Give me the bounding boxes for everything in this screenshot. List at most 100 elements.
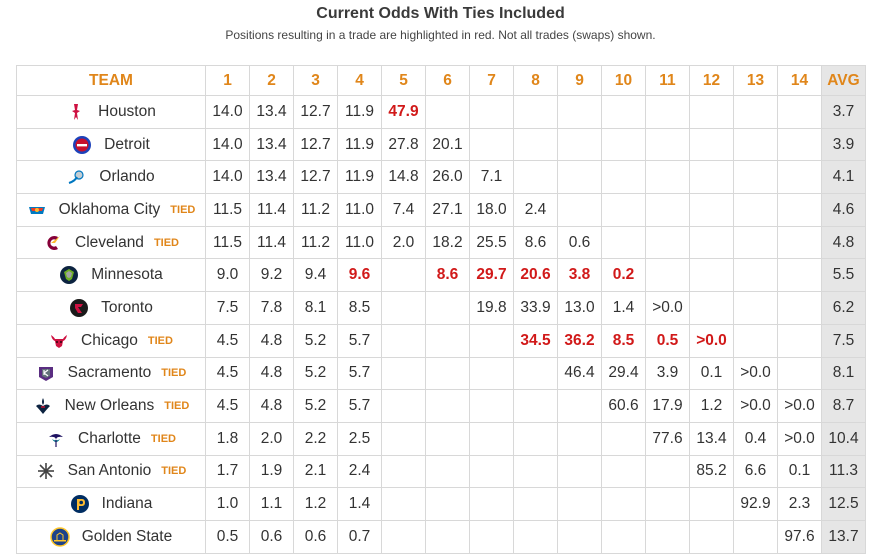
odds-cell-pick-6 xyxy=(425,291,470,325)
odds-cell-pick-13 xyxy=(733,519,778,554)
odds-cell-pick-11 xyxy=(645,519,690,554)
odds-cell-pick-10: 8.5 xyxy=(601,323,646,358)
odds-cell-pick-10: 60.6 xyxy=(601,389,646,423)
odds-cell-pick-5: 2.0 xyxy=(381,225,426,260)
odds-cell-pick-10 xyxy=(601,225,646,260)
odds-cell-pick-9: 13.0 xyxy=(557,291,602,325)
team-cell: Charlotte TIED xyxy=(16,421,206,456)
odds-cell-pick-14 xyxy=(777,291,822,325)
team-cell: Orlando xyxy=(16,160,206,195)
odds-cell-pick-1: 7.5 xyxy=(205,291,250,325)
odds-cell-pick-11 xyxy=(645,454,690,489)
odds-cell-pick-2: 11.4 xyxy=(249,225,294,260)
odds-cell-pick-14 xyxy=(777,323,822,358)
odds-cell-pick-11: 17.9 xyxy=(645,389,690,423)
odds-cell-pick-4: 2.5 xyxy=(337,421,382,456)
table-row: San Antonio TIED 1.7 1.9 2.1 2.4 85.2 6.6 0.1 11.… xyxy=(16,454,866,489)
odds-cell-pick-9 xyxy=(557,389,602,423)
odds-cell-pick-3: 2.1 xyxy=(293,454,338,489)
odds-cell-pick-11: 0.5 xyxy=(645,323,690,358)
odds-cell-pick-7 xyxy=(469,454,514,489)
odds-cell-pick-8: 33.9 xyxy=(513,291,558,325)
odds-cell-pick-2: 11.4 xyxy=(249,193,294,227)
odds-cell-pick-11 xyxy=(645,127,690,162)
odds-cell-pick-1: 14.0 xyxy=(205,160,250,195)
odds-cell-pick-8 xyxy=(513,160,558,195)
odds-cell-pick-9 xyxy=(557,95,602,129)
odds-cell-pick-6: 20.1 xyxy=(425,127,470,162)
odds-cell-pick-2: 2.0 xyxy=(249,421,294,456)
odds-cell-pick-13: >0.0 xyxy=(733,356,778,391)
odds-cell-pick-8 xyxy=(513,389,558,423)
timberwolves-logo-icon xyxy=(59,265,79,285)
odds-cell-pick-10 xyxy=(601,421,646,456)
odds-cell-pick-9: 36.2 xyxy=(557,323,602,358)
odds-cell-pick-9 xyxy=(557,127,602,162)
team-cell: Minnesota xyxy=(16,258,206,293)
odds-cell-pick-7 xyxy=(469,127,514,162)
odds-cell-pick-13 xyxy=(733,160,778,195)
team-cell: San Antonio TIED xyxy=(16,454,206,489)
odds-cell-pick-1: 4.5 xyxy=(205,389,250,423)
odds-cell-pick-9 xyxy=(557,454,602,489)
odds-cell-pick-5 xyxy=(381,258,426,293)
odds-cell-pick-2: 9.2 xyxy=(249,258,294,293)
column-header-pick-11: 11 xyxy=(645,65,690,96)
odds-cell-pick-4: 5.7 xyxy=(337,323,382,358)
odds-cell-pick-13: 92.9 xyxy=(733,487,778,521)
odds-cell-pick-8: 8.6 xyxy=(513,225,558,260)
avg-cell: 10.4 xyxy=(821,421,866,456)
page-title: Current Odds With Ties Included xyxy=(316,5,565,22)
odds-cell-pick-6 xyxy=(425,323,470,358)
team-name: Sacramento xyxy=(67,364,152,382)
odds-cell-pick-8: 20.6 xyxy=(513,258,558,293)
odds-cell-pick-2: 13.4 xyxy=(249,95,294,129)
table-body: Houston 14.0 13.4 12.7 11.9 47.9 3.7 Detroit 14.… xyxy=(16,95,866,554)
team-name: Detroit xyxy=(104,135,150,153)
team-name: Indiana xyxy=(101,495,153,513)
team-cell: Detroit xyxy=(16,127,206,162)
bulls-logo-icon xyxy=(49,331,69,351)
magic-logo-icon xyxy=(67,167,87,187)
odds-cell-pick-9 xyxy=(557,421,602,456)
odds-cell-pick-3: 12.7 xyxy=(293,95,338,129)
odds-cell-pick-11 xyxy=(645,160,690,195)
odds-cell-pick-10 xyxy=(601,519,646,554)
team-name: Charlotte xyxy=(78,429,141,447)
odds-cell-pick-8 xyxy=(513,356,558,391)
odds-cell-pick-11: 3.9 xyxy=(645,356,690,391)
odds-cell-pick-2: 1.1 xyxy=(249,487,294,521)
page-subtitle: Positions resulting in a trade are highl… xyxy=(225,28,656,42)
column-header-pick-1: 1 xyxy=(205,65,250,96)
odds-cell-pick-12: 85.2 xyxy=(689,454,734,489)
odds-cell-pick-1: 0.5 xyxy=(205,519,250,554)
kings-logo-icon xyxy=(36,363,56,383)
odds-cell-pick-13: 0.4 xyxy=(733,421,778,456)
odds-cell-pick-7 xyxy=(469,421,514,456)
odds-cell-pick-13 xyxy=(733,323,778,358)
odds-cell-pick-13 xyxy=(733,291,778,325)
odds-cell-pick-3: 8.1 xyxy=(293,291,338,325)
odds-cell-pick-6: 18.2 xyxy=(425,225,470,260)
odds-cell-pick-1: 14.0 xyxy=(205,95,250,129)
odds-cell-pick-5 xyxy=(381,519,426,554)
odds-cell-pick-4: 8.5 xyxy=(337,291,382,325)
odds-cell-pick-4: 11.9 xyxy=(337,127,382,162)
odds-cell-pick-6 xyxy=(425,519,470,554)
odds-cell-pick-8 xyxy=(513,487,558,521)
odds-cell-pick-8 xyxy=(513,454,558,489)
column-header-pick-9: 9 xyxy=(557,65,602,96)
odds-cell-pick-8 xyxy=(513,95,558,129)
odds-cell-pick-12 xyxy=(689,127,734,162)
team-cell: Cleveland TIED xyxy=(16,225,206,260)
column-header-pick-12: 12 xyxy=(689,65,734,96)
team-name: Houston xyxy=(98,102,156,120)
odds-table: TEAM 1 2 3 4 5 6 7 8 9 10 11 12 13 14 AVG Houston 14.0 1… xyxy=(16,65,866,554)
odds-cell-pick-9: 46.4 xyxy=(557,356,602,391)
column-header-pick-7: 7 xyxy=(469,65,514,96)
odds-cell-pick-4: 5.7 xyxy=(337,389,382,423)
odds-cell-pick-12 xyxy=(689,193,734,227)
odds-cell-pick-6 xyxy=(425,356,470,391)
odds-cell-pick-6: 26.0 xyxy=(425,160,470,195)
column-header-pick-3: 3 xyxy=(293,65,338,96)
